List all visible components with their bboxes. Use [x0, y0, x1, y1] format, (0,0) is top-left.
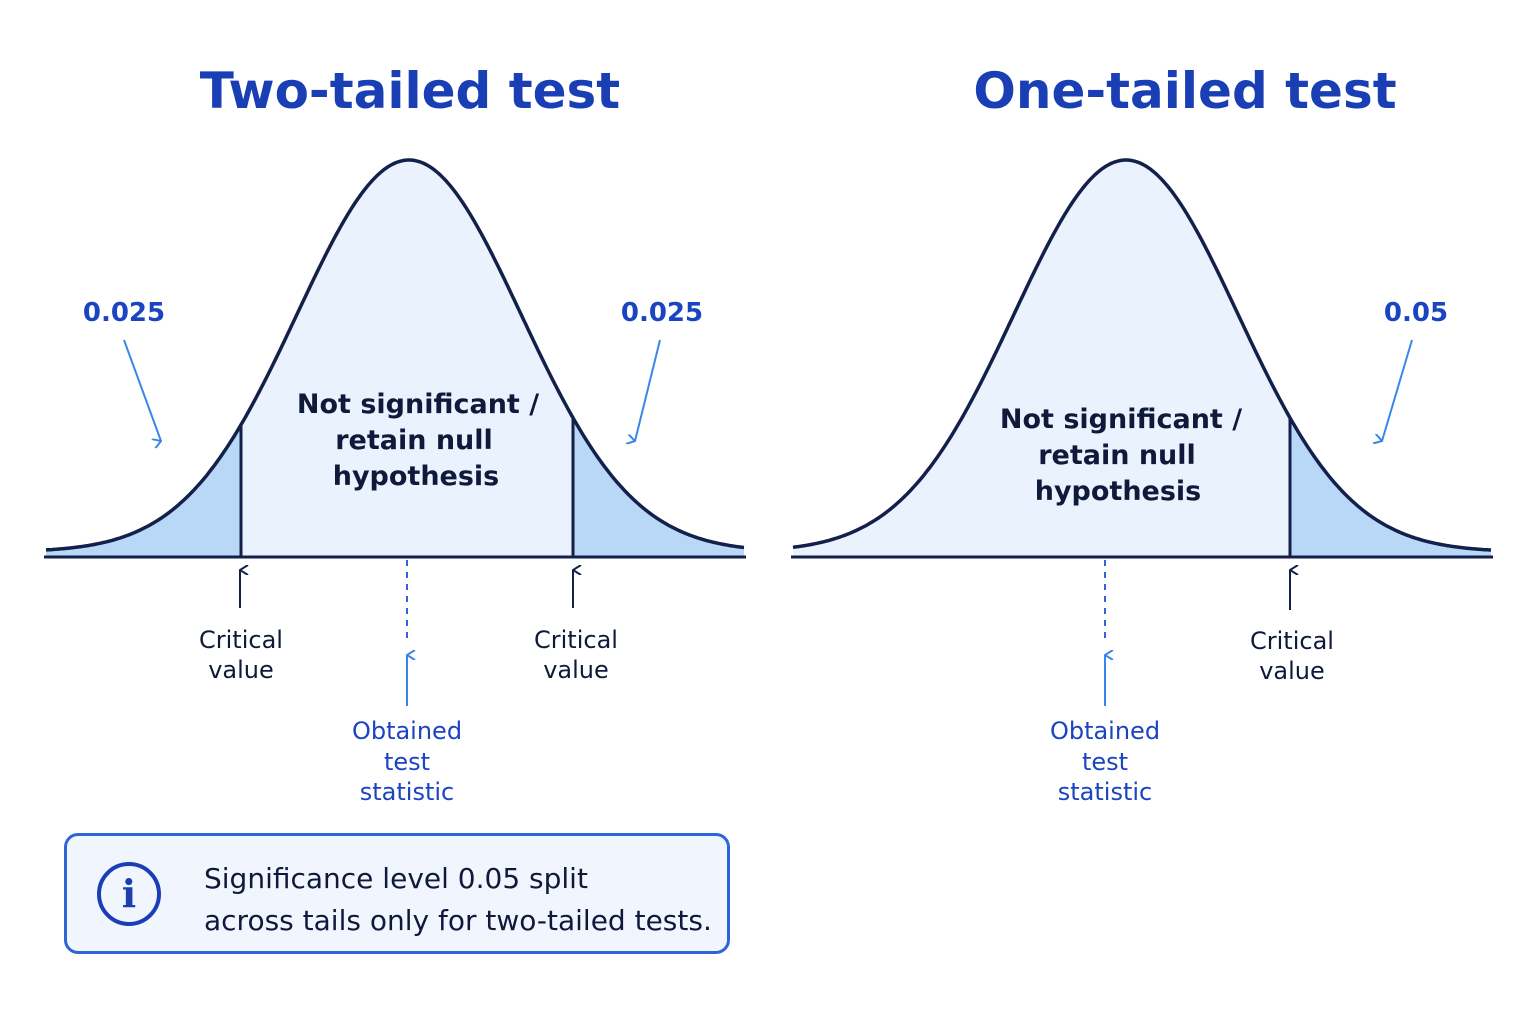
two-tailed-obtained-label-line-1: Obtained [352, 717, 462, 745]
one-tailed-critical-label-line-1: Critical [1250, 627, 1334, 655]
two-tailed-right-critical-label-line-1: Critical [534, 626, 618, 654]
one-tailed-region-label-line-3: hypothesis [1035, 476, 1202, 507]
one-tailed-normal-curve [792, 158, 1492, 552]
one-tailed-obtained-label-line-2: test [1082, 748, 1128, 776]
two-tailed-title: Two-tailed test [200, 62, 620, 120]
one-tailed-obtained-label-line-1: Obtained [1050, 717, 1160, 745]
two-tailed-region-label-line-2: retain null [335, 425, 493, 456]
two-tailed-obtained-label-line-3: statistic [360, 778, 454, 806]
one-tailed-obtained-label-line-3: statistic [1058, 778, 1152, 806]
two-tailed-normal-curve [45, 158, 745, 552]
one-tailed-critical-label-line-2: value [1259, 657, 1325, 685]
one-tailed-acceptance-region [793, 160, 1491, 557]
two-tailed-left-rejection-tail [46, 424, 241, 557]
one-tailed-title: One-tailed test [973, 62, 1396, 120]
significance-note-box: i Significance level 0.05 split across t… [64, 833, 730, 954]
one-tailed-region-label-line-2: retain null [1038, 440, 1196, 471]
two-tailed-left-tail-arrow [123, 339, 161, 441]
one-tailed-region-label-line-1: Not significant / [1000, 404, 1242, 435]
two-tailed-obtained-label-line-2: test [384, 748, 430, 776]
two-tailed-right-rejection-tail [573, 417, 744, 557]
two-tailed-right-tail-arrow [635, 339, 661, 441]
significance-note-line-1: Significance level 0.05 split [204, 862, 588, 895]
two-tailed-panel: Two-tailed test 0.025 0.025 Not signific… [44, 62, 746, 806]
two-tailed-left-critical-label-line-2: value [208, 656, 274, 684]
two-tailed-right-critical-label-line-2: value [543, 656, 609, 684]
significance-note-line-2: across tails only for two-tailed tests. [204, 904, 712, 937]
info-icon: i [97, 862, 161, 926]
two-tailed-left-tail-label: 0.025 [83, 298, 165, 328]
two-tailed-region-label-line-3: hypothesis [333, 461, 500, 492]
significance-note-text: Significance level 0.05 split across tai… [204, 858, 719, 942]
two-tailed-left-critical-label-line-1: Critical [199, 626, 283, 654]
one-tailed-panel: One-tailed test 0.05 Not significant / r… [791, 62, 1493, 806]
two-tailed-acceptance-region [46, 160, 744, 557]
one-tailed-tail-label: 0.05 [1384, 298, 1448, 328]
one-tailed-right-rejection-tail [1290, 417, 1491, 557]
two-tailed-region-label-line-1: Not significant / [297, 389, 539, 420]
one-tailed-tail-arrow [1382, 339, 1413, 441]
two-tailed-right-tail-label: 0.025 [621, 298, 703, 328]
